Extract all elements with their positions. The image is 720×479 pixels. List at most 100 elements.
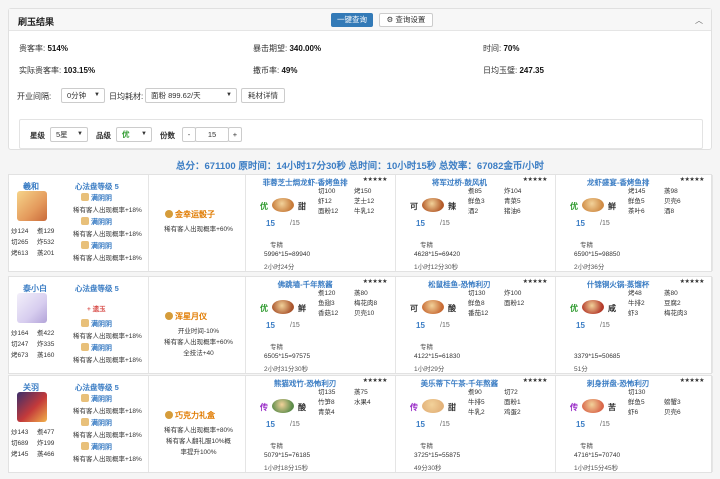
equipment-icon <box>165 312 173 320</box>
dish-grade: 可 <box>410 304 418 313</box>
dish-requirement: 面粉12 <box>318 208 339 215</box>
heart-disc-slot[interactable]: 满阴阴 <box>81 343 112 353</box>
dish-name[interactable]: 刺身拼盘-恐怖利刃 <box>586 379 650 388</box>
equipment-cell: 金幸运骰子 稀有客人出现概率+60% <box>151 175 246 271</box>
count-input[interactable]: 15 <box>195 127 229 142</box>
dish-requirement: 牛乳2 <box>468 409 485 416</box>
dish-quantity[interactable]: 15 <box>576 219 585 228</box>
dish-image <box>272 198 294 212</box>
grade-select[interactable]: 优 ▼ <box>116 127 152 142</box>
dish-score-calc: 3379*15=50685 <box>574 353 621 360</box>
dish-taste: 酸 <box>448 304 456 313</box>
stat-crit-expect: 暴击期望: 340.00% <box>253 44 322 53</box>
dish-requirement: 切135 <box>318 389 336 396</box>
dish-name[interactable]: 佛跳墙-千年熬酱 <box>277 280 333 289</box>
dish-quantity[interactable]: 15 <box>416 219 425 228</box>
chef-skill-stat: 烤673 <box>11 352 29 359</box>
stat-guest-rate: 贵客率: 514% <box>19 44 68 53</box>
dish-time: 1小时12分30秒 <box>414 264 459 271</box>
dish-requirement: 鲜鱼3 <box>468 198 485 205</box>
dish-requirement: 鲜鱼5 <box>628 198 645 205</box>
dish-requirement: 梅花肉3 <box>664 310 688 317</box>
dish-grade: 优 <box>260 202 268 211</box>
chef-skill-stat: 烤613 <box>11 250 29 257</box>
dish-cell: 什锦铜火锅-蒸馏杯 ★★★★★ 优 咸 15/15 烤48 蒸80 牛排2 豆腐2 虾3 梅花肉3 3… <box>558 277 713 373</box>
star-rating: ★★★★★ <box>362 279 388 285</box>
dish-time: 49分30秒 <box>414 465 442 472</box>
dish-score-calc: 5996*15=89940 <box>264 251 311 258</box>
dish-requirement: 虾12 <box>318 198 332 205</box>
heart-disc-slot[interactable]: 满阴阴 <box>81 193 112 203</box>
dish-name[interactable]: 松鼠桂鱼-恐怖利刃 <box>428 280 491 289</box>
heart-disc-desc: 稀有客人出现概率+18% <box>73 231 142 238</box>
chef-skill-stat: 切689 <box>11 440 29 447</box>
dish-requirement: 切130 <box>628 389 646 396</box>
dish-name[interactable]: 将军过桥-鼓风机 <box>431 178 487 187</box>
dish-name[interactable]: 熊猫戏竹-恐怖利刃 <box>273 379 337 388</box>
chef-skill-stat: 蒸201 <box>37 250 55 257</box>
dish-quantity[interactable]: 15 <box>416 321 425 330</box>
dish-quantity[interactable]: 15 <box>576 420 585 429</box>
chevron-up-icon[interactable]: ︿ <box>695 16 703 25</box>
heart-disc-slot[interactable]: 满阴阴 <box>81 319 112 329</box>
count-plus-button[interactable]: + <box>228 127 242 142</box>
dish-requirement: 蒸98 <box>664 188 678 195</box>
dish-name[interactable]: 菲蓉芝士焗龙虾-香烤鱼排 <box>262 178 348 187</box>
dish-requirement: 煮90 <box>468 389 482 396</box>
chef-skill-stat: 炸199 <box>37 440 55 447</box>
chef-name[interactable]: 泰小白 <box>23 284 47 293</box>
heart-disc-slot[interactable]: 满阴阴 <box>81 217 112 227</box>
star-rating: ★★★★★ <box>679 177 705 183</box>
star-select[interactable]: 5星 ▼ <box>50 127 88 142</box>
query-settings-button[interactable]: ⚙ 查询设置 <box>379 13 433 27</box>
heart-disc-slot[interactable]: 满阴阴 <box>81 418 112 428</box>
material-detail-button[interactable]: 耗材详情 <box>241 88 285 103</box>
dish-quantity[interactable]: 15 <box>416 420 425 429</box>
dish-grade: 传 <box>260 403 268 412</box>
interval-select[interactable]: 0分钟 ▼ <box>61 88 105 103</box>
dish-grade: 传 <box>410 403 418 412</box>
dish-name[interactable]: 龙虾盛宴-香烤鱼排 <box>586 178 650 187</box>
gear-icon: ⚙ <box>386 15 394 24</box>
dish-name[interactable]: 美乐蒂下午茶-千年熬酱 <box>420 379 499 388</box>
daily-material-select[interactable]: 面粉 899.62/天 ▼ <box>145 88 237 103</box>
equipment-icon <box>165 210 173 218</box>
count-minus-button[interactable]: - <box>182 127 196 142</box>
dish-time: 1小时29分 <box>414 366 445 373</box>
dish-score-calc: 4122*15=61830 <box>414 353 461 360</box>
dish-name[interactable]: 什锦铜火锅-蒸馏杯 <box>586 280 650 289</box>
equipment-effect: 稀有客人出现概率+80% <box>164 427 233 434</box>
dish-quantity-max: /15 <box>440 322 450 329</box>
stat-daily-jade: 日均玉璧: 247.35 <box>483 66 544 75</box>
dish-quantity-max: /15 <box>440 220 450 227</box>
chef-name[interactable]: 关羽 <box>23 383 39 392</box>
dish-quantity[interactable]: 15 <box>266 321 275 330</box>
chef-skill-stat: 煮422 <box>37 330 55 337</box>
heart-disc-slot[interactable]: 满阴阴 <box>81 442 112 452</box>
dish-quantity[interactable]: 15 <box>576 321 585 330</box>
dish-requirement: 烤145 <box>628 188 646 195</box>
equipment-name[interactable]: 巧克力礼盒 <box>165 410 215 421</box>
dish-quantity-max: /15 <box>290 322 300 329</box>
dish-requirement: 切100 <box>318 188 336 195</box>
equipment-name[interactable]: 浑星月仪 <box>165 311 207 322</box>
specialty-label: 专精 <box>420 242 433 249</box>
dish-requirement: 牛排5 <box>468 399 485 406</box>
dish-time: 1小时18分15秒 <box>264 465 309 472</box>
specialty-label: 专精 <box>270 443 283 450</box>
dish-time: 2小时24分 <box>264 264 295 271</box>
heart-disc-desc: 稀有客人出现概率+18% <box>73 207 142 214</box>
heart-disc-slot[interactable]: 满阴阴 <box>81 241 112 251</box>
one-click-query-button[interactable]: 一键查询 <box>331 13 373 27</box>
dish-grade: 优 <box>570 304 578 313</box>
chef-cell: 羲和 炒124 煮129 切265 炸532 烤613 蒸201 心法盘等级 5 满阴阴 稀有客人… <box>9 175 149 271</box>
heart-disc-level: 心法盘等级 5 <box>75 182 119 191</box>
dish-score-calc: 3725*15=55875 <box>414 452 461 459</box>
chef-name[interactable]: 羲和 <box>23 182 39 191</box>
dish-quantity[interactable]: 15 <box>266 420 275 429</box>
interval-label: 开业间隔: <box>17 92 52 101</box>
equipment-name[interactable]: 金幸运骰子 <box>165 209 215 220</box>
dish-quantity[interactable]: 15 <box>266 219 275 228</box>
heart-disc-slot[interactable]: 满阴阴 <box>81 394 112 404</box>
heart-disc-desc: 稀有客人出现概率+18% <box>73 456 142 463</box>
